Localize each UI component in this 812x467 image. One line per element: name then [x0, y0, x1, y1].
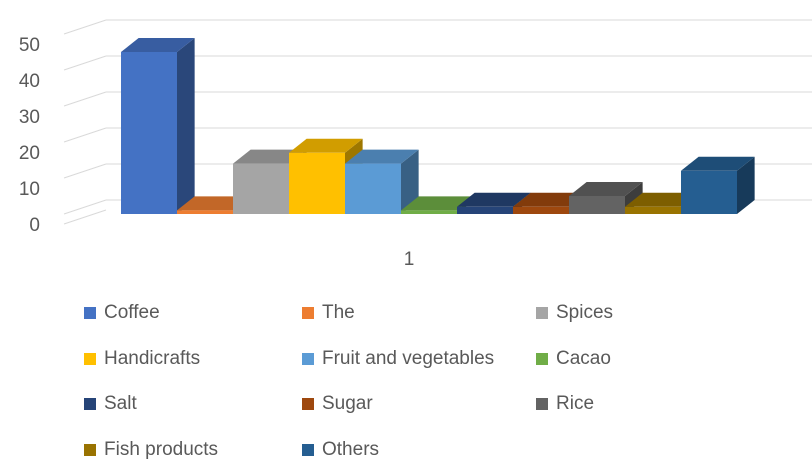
legend-item: Coffee [84, 302, 160, 324]
legend-item: Handicrafts [84, 348, 200, 370]
y-tick-label: 0 [29, 215, 40, 236]
legend-label: Handicrafts [104, 347, 201, 369]
y-tick-label: 50 [19, 35, 40, 56]
bar-top [457, 192, 531, 207]
chart-area: 0 10 20 30 40 50 1 [19, 19, 812, 270]
bars [121, 38, 755, 214]
legend-swatch [302, 443, 314, 456]
gridline-diagonal [63, 91, 107, 107]
gridline-diagonal [63, 19, 107, 35]
legend-item: Sugar [302, 393, 373, 415]
bar-top [681, 156, 755, 171]
bar-rice [569, 182, 643, 214]
bar-front [177, 210, 233, 214]
bar-side [177, 38, 195, 214]
bar-top [177, 196, 251, 211]
legend-swatch [302, 352, 314, 365]
x-category-label: 1 [404, 249, 415, 270]
bar-front [457, 206, 513, 214]
legend-swatch [302, 398, 314, 410]
bar-front [233, 163, 289, 214]
legend-label: Rice [556, 393, 595, 414]
legend-item: Cacao [536, 348, 611, 370]
legend-label: The [322, 302, 355, 323]
legend-item: The [302, 302, 355, 324]
legend-item: Salt [84, 393, 137, 415]
legend-label: Cacao [556, 347, 611, 369]
legend-label: Others [322, 438, 380, 460]
bar-front [289, 152, 345, 214]
bar-front [625, 206, 681, 214]
gridline-diagonal [63, 163, 107, 179]
bar-front [513, 206, 569, 214]
gridline-diagonal [63, 199, 107, 215]
legend-swatch [84, 307, 96, 319]
bar-top [233, 149, 307, 164]
bar-side [401, 149, 419, 214]
floor-edge [63, 209, 107, 225]
legend-label: Spices [556, 302, 614, 323]
legend-item: Rice [536, 393, 594, 415]
y-tick-label: 20 [19, 143, 40, 164]
legend-swatch [536, 398, 548, 410]
legend-swatch [84, 398, 96, 410]
legend-label: Sugar [322, 393, 373, 414]
legend-item: Others [302, 439, 379, 461]
legend-swatch [84, 352, 96, 365]
bar-top [121, 38, 195, 52]
legend-item: Spices [536, 302, 613, 324]
gridline-diagonal [63, 127, 107, 143]
y-tick-label: 40 [19, 71, 40, 92]
bar-top [289, 138, 363, 153]
gridline-diagonal [63, 55, 107, 71]
bar-front [345, 163, 401, 214]
bar-front [681, 170, 737, 214]
legend-item: Fish products [84, 439, 218, 461]
bar-side [737, 156, 755, 214]
bar-top [625, 192, 699, 207]
legend-label: Fish products [104, 438, 219, 460]
bar-top [513, 192, 587, 207]
legend-swatch [302, 307, 314, 319]
bar-fruit-and-vegetables [345, 149, 419, 214]
legend-swatch [536, 352, 548, 365]
bar-top [569, 182, 643, 196]
bar-top [345, 149, 419, 164]
bar-others [681, 156, 755, 214]
y-tick-label: 30 [19, 107, 40, 128]
bar-front [401, 210, 457, 214]
bar-front [569, 196, 625, 214]
legend-label: Coffee [104, 302, 160, 323]
legend-swatch [536, 307, 548, 319]
y-tick-label: 10 [19, 179, 40, 200]
bar-top [401, 196, 475, 211]
bar-coffee [121, 38, 195, 214]
legend-swatch [84, 443, 96, 456]
legend-label: Fruit and vegetables [322, 347, 495, 369]
bar-front [121, 52, 177, 214]
legend-label: Salt [104, 393, 137, 414]
legend-item: Fruit and vegetables [302, 348, 494, 370]
